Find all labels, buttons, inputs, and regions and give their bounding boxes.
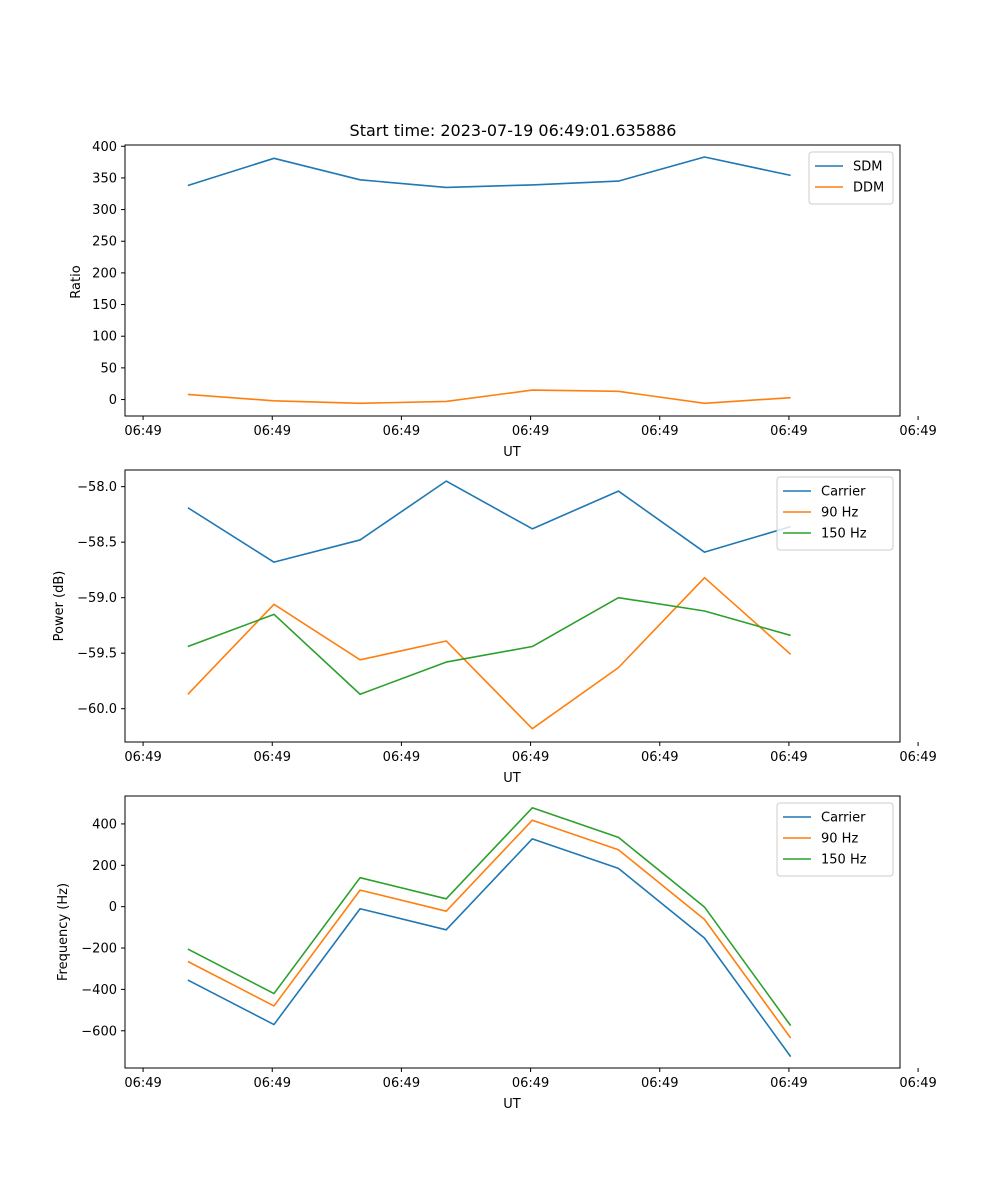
legend-box xyxy=(776,476,894,551)
x-ticks: 06:49 06:49 06:49 06:49 06:49 06:49 06:49 xyxy=(124,416,937,439)
x-tick-label: 06:49 xyxy=(512,424,549,439)
x-tick-label: 06:49 xyxy=(383,750,420,765)
legend-label: Carrier xyxy=(821,485,866,500)
panel-ratio: Start time: 2023-07-19 06:49:01.635886 R… xyxy=(69,121,937,460)
x-tick-label: 06:49 xyxy=(124,1076,161,1091)
legend-label: Carrier xyxy=(821,811,866,826)
x-tick-label: 06:49 xyxy=(641,424,678,439)
legend-label: 90 Hz xyxy=(821,506,858,521)
x-tick-label: 06:49 xyxy=(770,1076,807,1091)
y-tick-label: 400 xyxy=(92,817,117,832)
series-lines xyxy=(187,480,792,730)
x-tick-label: 06:49 xyxy=(770,424,807,439)
x-tick-label: 06:49 xyxy=(899,1076,936,1091)
x-axis-label: UT xyxy=(503,771,521,786)
chart-title: Start time: 2023-07-19 06:49:01.635886 xyxy=(350,121,677,140)
series-line-150-hz xyxy=(187,596,791,696)
series-line-150-hz xyxy=(187,806,792,1027)
y-axis-label: Ratio xyxy=(69,265,84,298)
legend-label: 150 Hz xyxy=(821,853,867,868)
x-axis-label: UT xyxy=(503,1097,521,1112)
x-tick-label: 06:49 xyxy=(124,750,161,765)
y-tick-label: −58.5 xyxy=(77,536,117,551)
y-tick-label: 0 xyxy=(109,900,117,915)
series-lines xyxy=(187,156,791,405)
y-tick-label: 0 xyxy=(109,393,117,408)
y-tick-label: 400 xyxy=(92,140,117,155)
y-tick-label: −400 xyxy=(81,983,117,998)
x-tick-label: 06:49 xyxy=(899,424,936,439)
panel-power: Power (dB) UT 06:49 06:49 06:49 06:49 06:49 0… xyxy=(52,469,937,786)
x-tick-label: 06:49 xyxy=(641,750,678,765)
series-line-90-hz xyxy=(187,819,792,1039)
y-tick-label: 300 xyxy=(92,203,117,218)
y-tick-label: −60.0 xyxy=(77,702,117,717)
x-tick-label: 06:49 xyxy=(641,1076,678,1091)
series-line-ddm xyxy=(187,389,791,405)
series-line-carrier xyxy=(187,838,792,1058)
x-tick-label: 06:49 xyxy=(512,1076,549,1091)
x-tick-label: 06:49 xyxy=(383,1076,420,1091)
y-tick-label: −58.0 xyxy=(77,480,117,495)
legend-box xyxy=(776,802,894,877)
x-tick-label: 06:49 xyxy=(770,750,807,765)
y-tick-label: −600 xyxy=(81,1024,117,1039)
x-tick-label: 06:49 xyxy=(254,424,291,439)
y-ticks: −60.0 −59.5 −59.0 −58.5 −58.0 xyxy=(77,480,125,717)
y-tick-label: 50 xyxy=(100,361,117,376)
y-tick-label: 350 xyxy=(92,171,117,186)
legend-label: 90 Hz xyxy=(821,832,858,847)
y-tick-label: −59.0 xyxy=(77,591,117,606)
y-axis-label: Frequency (Hz) xyxy=(56,883,71,981)
x-tick-label: 06:49 xyxy=(383,424,420,439)
y-tick-label: −59.5 xyxy=(77,647,117,662)
x-tick-label: 06:49 xyxy=(899,750,936,765)
plot-frame xyxy=(124,795,901,1069)
y-tick-label: 250 xyxy=(92,235,117,250)
y-axis-label: Power (dB) xyxy=(52,571,67,642)
legend: Carrier 90 Hz 150 Hz xyxy=(776,802,894,877)
series-line-sdm xyxy=(187,156,791,189)
plot-frame xyxy=(124,144,901,417)
series-lines xyxy=(187,806,792,1058)
y-tick-label: −200 xyxy=(81,942,117,957)
panel-frequency: Frequency (Hz) UT 06:49 06:49 06:49 06:49 06… xyxy=(56,795,937,1112)
legend-box xyxy=(808,151,894,205)
y-tick-label: 200 xyxy=(92,266,117,281)
legend-label: DDM xyxy=(853,181,884,196)
series-line-carrier xyxy=(187,480,791,563)
x-tick-label: 06:49 xyxy=(254,1076,291,1091)
x-tick-label: 06:49 xyxy=(512,750,549,765)
x-ticks: 06:49 06:49 06:49 06:49 06:49 06:49 06:49 xyxy=(124,1068,937,1091)
x-axis-label: UT xyxy=(503,445,521,460)
y-tick-label: 200 xyxy=(92,859,117,874)
x-tick-label: 06:49 xyxy=(124,424,161,439)
legend: SDM DDM xyxy=(808,151,894,205)
series-line-90-hz xyxy=(187,576,792,730)
y-ticks: −600 −400 −200 0 200 400 xyxy=(81,817,125,1039)
y-tick-label: 100 xyxy=(92,330,117,345)
legend: Carrier 90 Hz 150 Hz xyxy=(776,476,894,551)
x-tick-label: 06:49 xyxy=(254,750,291,765)
legend-label: 150 Hz xyxy=(821,527,867,542)
y-ticks: 0 50 100 150 200 250 300 350 400 xyxy=(92,140,125,408)
legend-label: SDM xyxy=(853,160,882,175)
y-tick-label: 150 xyxy=(92,298,117,313)
plot-frame xyxy=(124,469,901,743)
x-ticks: 06:49 06:49 06:49 06:49 06:49 06:49 06:49 xyxy=(124,742,937,765)
